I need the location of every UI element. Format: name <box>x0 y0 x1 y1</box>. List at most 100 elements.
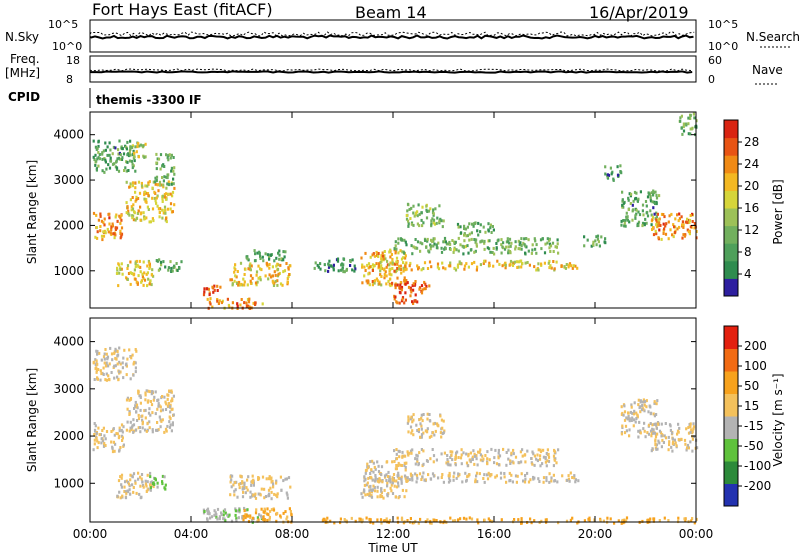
range-cell <box>154 199 157 203</box>
range-cell <box>490 473 493 477</box>
range-cell <box>573 474 576 478</box>
range-cell <box>233 493 236 497</box>
freq-panel-frame <box>89 55 697 83</box>
range-cell <box>370 468 373 472</box>
range-cell <box>454 457 457 461</box>
range-cell <box>129 153 132 157</box>
range-cell <box>149 475 152 479</box>
range-cell <box>170 169 173 173</box>
range-cell <box>472 449 475 453</box>
range-cell <box>397 474 400 478</box>
range-cell <box>529 478 532 482</box>
range-cell <box>369 484 372 488</box>
range-cell <box>366 263 369 267</box>
range-cell <box>129 420 132 424</box>
range-cell <box>155 196 158 200</box>
range-cell <box>168 420 171 424</box>
range-cell <box>397 461 400 465</box>
range-cell <box>248 297 251 301</box>
range-cell <box>652 428 655 432</box>
range-cell <box>424 239 427 242</box>
range-cell <box>259 267 262 271</box>
range-cell <box>368 485 371 489</box>
range-cell <box>691 449 694 453</box>
range-cell <box>96 446 99 450</box>
range-cell <box>406 281 409 285</box>
range-cell <box>654 202 657 205</box>
range-cell <box>641 209 644 213</box>
range-cell <box>283 255 286 259</box>
range-cell <box>470 262 474 266</box>
range-cell <box>111 224 114 228</box>
range-cell <box>449 463 452 467</box>
range-cell <box>673 438 676 442</box>
range-cell <box>159 409 163 413</box>
patch-1-14 <box>650 422 699 453</box>
range-cell <box>663 434 666 438</box>
range-cell <box>400 288 403 292</box>
range-cell <box>453 240 456 244</box>
range-cell <box>118 139 121 143</box>
range-cell <box>616 165 619 169</box>
range-cell <box>507 448 510 452</box>
range-cell <box>368 265 372 269</box>
range-cell <box>252 301 255 305</box>
range-cell <box>409 472 412 476</box>
range-cell <box>535 268 538 272</box>
range-cell <box>163 395 166 399</box>
range-cell <box>548 238 551 242</box>
range-cell <box>118 360 121 364</box>
range-cell <box>120 476 123 480</box>
range-cell <box>136 419 139 422</box>
range-cell <box>120 483 123 487</box>
range-cell <box>134 262 137 265</box>
range-cell <box>421 288 424 292</box>
range-cell <box>126 160 129 164</box>
range-cell <box>249 268 252 272</box>
range-cell <box>368 517 371 521</box>
range-cell <box>120 428 123 432</box>
range-cell <box>521 262 524 265</box>
range-cell <box>280 257 283 261</box>
range-cell <box>414 280 417 283</box>
range-cell <box>349 260 352 263</box>
range-cell <box>504 266 507 270</box>
range-cell <box>341 267 344 271</box>
range-cell <box>234 268 237 272</box>
range-cell <box>620 219 623 223</box>
range-cell <box>687 218 690 222</box>
range-cell <box>154 477 157 481</box>
range-cell <box>637 435 640 439</box>
range-cell <box>99 369 102 373</box>
range-cell <box>411 284 414 288</box>
range-cell <box>655 447 658 451</box>
range-cell <box>563 265 566 269</box>
range-cell <box>411 521 414 525</box>
range-cell <box>388 267 391 271</box>
range-cell <box>121 156 124 160</box>
range-cell <box>404 462 407 465</box>
range-cell <box>108 362 111 366</box>
range-cell <box>654 438 657 442</box>
range-cell <box>137 155 140 159</box>
range-cell <box>653 517 656 521</box>
range-cell <box>622 201 625 205</box>
range-cell <box>415 423 418 427</box>
range-cell <box>400 479 403 483</box>
range-cell <box>669 228 672 232</box>
range-cell <box>486 450 489 454</box>
range-cell <box>371 489 374 492</box>
range-cell <box>101 169 104 173</box>
range-cell <box>457 518 460 522</box>
range-cell <box>685 448 688 452</box>
range-cell <box>542 476 546 480</box>
range-cell <box>98 157 101 161</box>
range-cell <box>129 182 132 186</box>
range-cell <box>517 239 520 243</box>
range-cell <box>251 516 254 520</box>
range-cell <box>151 430 154 434</box>
range-cell <box>408 264 411 268</box>
range-cell <box>497 456 500 460</box>
freq-tick-bottom: 8 <box>66 73 73 86</box>
range-cell <box>114 364 117 368</box>
